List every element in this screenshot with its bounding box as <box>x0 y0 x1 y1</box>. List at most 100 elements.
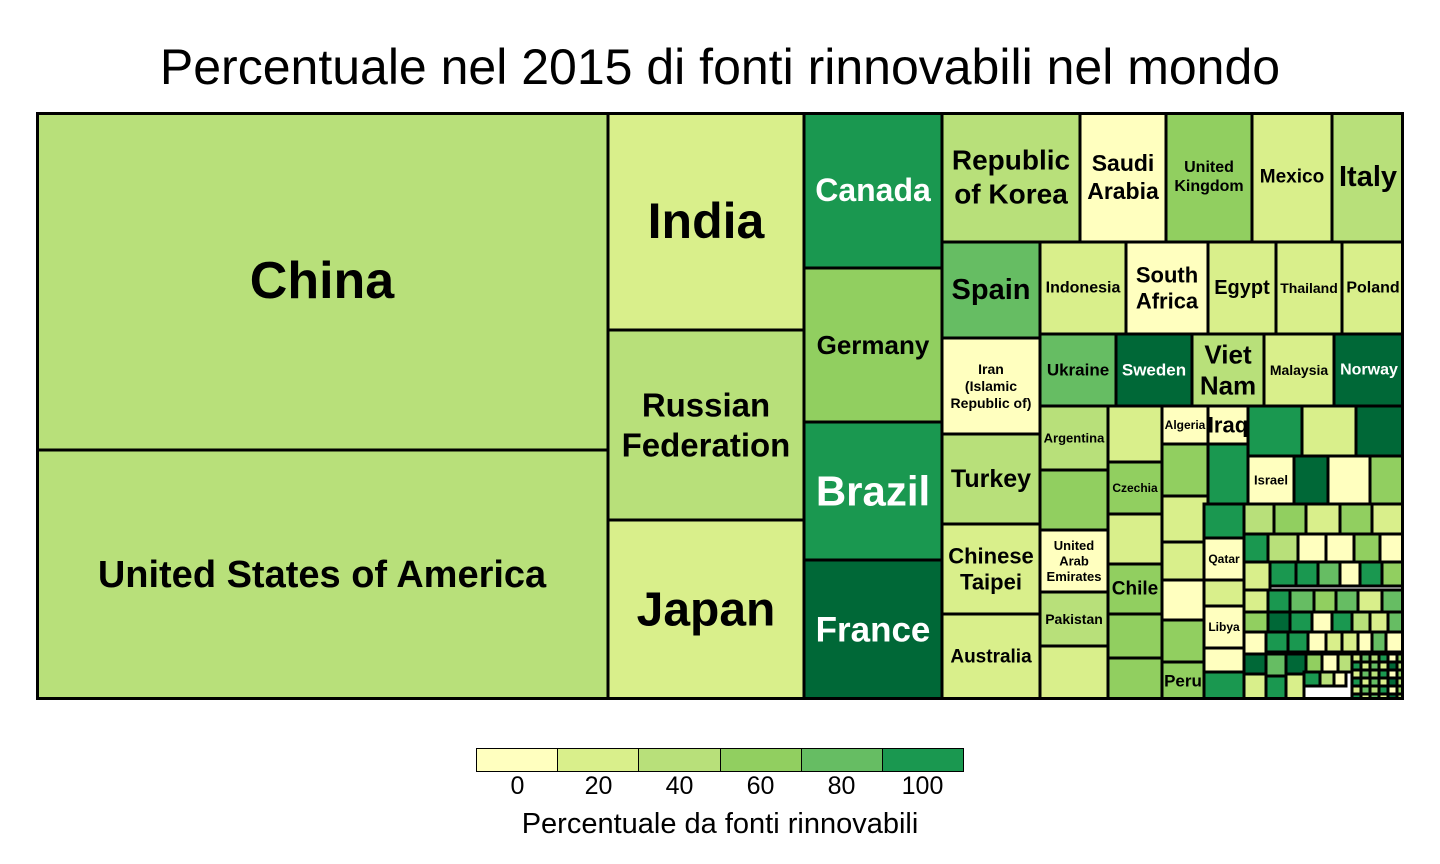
tile-label: Libya <box>1208 620 1240 634</box>
tile-small <box>1294 560 1320 588</box>
tile-small <box>1304 652 1324 674</box>
color-legend: 0 20 40 60 80 100 Percentuale da fonti rinnov… <box>476 748 964 848</box>
tile-small <box>1038 644 1110 700</box>
tile-small <box>1242 610 1270 634</box>
legend-tick-label: 100 <box>901 772 944 800</box>
tile-small <box>1202 670 1246 700</box>
tile-saudi-arabia <box>1078 112 1168 244</box>
tile-label: Egypt <box>1214 277 1270 299</box>
chart-title: Percentuale nel 2015 di fonti rinnovabil… <box>159 39 1281 95</box>
tile-small <box>1302 670 1322 688</box>
tile-small <box>1202 646 1246 674</box>
tile-label: Emirates <box>1047 569 1102 584</box>
legend-tick-label: 40 <box>665 772 694 800</box>
tile-label: Republic <box>952 145 1070 176</box>
tile-united-states-of-america <box>36 448 610 700</box>
tile-label: Kingdom <box>1174 178 1243 195</box>
tile-small <box>1340 630 1360 654</box>
tile-small <box>1266 532 1300 564</box>
tile-small <box>1300 404 1358 458</box>
tile-label: Chile <box>1112 579 1158 600</box>
tile-small <box>1320 652 1340 674</box>
tile-label: Russian <box>642 387 770 424</box>
tile-label: Canada <box>815 172 931 208</box>
tile-small <box>1242 502 1276 536</box>
tile-iraq <box>1206 404 1250 446</box>
tile-india <box>606 112 806 332</box>
tile-small <box>1246 404 1304 458</box>
tile-czechia <box>1106 460 1164 516</box>
tile-small <box>1264 630 1290 654</box>
tile-small <box>1284 672 1306 700</box>
tile-small <box>1106 404 1164 464</box>
tile-small <box>1038 468 1110 532</box>
tile-label: (Islamic <box>965 378 1017 394</box>
tile-small <box>1242 532 1270 564</box>
tile-label: Algeria <box>1165 418 1206 432</box>
tile-label: India <box>648 193 766 249</box>
tile-small <box>1338 560 1362 588</box>
tile-small <box>1354 404 1404 458</box>
tile-small <box>1202 578 1246 608</box>
tile-small <box>1292 454 1330 506</box>
tile-label: Poland <box>1346 280 1399 297</box>
tile-small <box>1272 502 1308 536</box>
tile-germany <box>802 266 944 424</box>
tile-label: Taipei <box>960 570 1022 595</box>
tile-viet-nam <box>1190 332 1266 408</box>
tile-small <box>1266 610 1292 634</box>
tile-libya <box>1202 604 1246 650</box>
tile-small <box>1202 502 1246 540</box>
tile-australia <box>940 612 1042 700</box>
tile-small <box>1288 588 1316 614</box>
tile-label: Italy <box>1339 161 1397 193</box>
tile-small <box>1160 494 1210 544</box>
tile-label: China <box>250 252 396 310</box>
tile-label: Thailand <box>1280 280 1338 296</box>
tile-label: United States of America <box>98 554 547 596</box>
tile-small <box>1318 670 1336 688</box>
tile-label: United <box>1054 538 1095 553</box>
tile-label: Turkey <box>951 465 1031 493</box>
legend-swatch <box>558 749 640 771</box>
tile-label: Argentina <box>1044 431 1105 446</box>
tile-label: Japan <box>637 584 776 637</box>
tile-qatar <box>1202 536 1246 582</box>
tile-poland <box>1340 240 1404 336</box>
tile-small <box>1356 588 1384 614</box>
tile-small <box>1160 442 1210 498</box>
tile-small <box>1268 560 1298 588</box>
tile-label: of Korea <box>954 178 1068 209</box>
tile-small <box>1206 442 1250 508</box>
tile-label: Iraq <box>1208 413 1248 438</box>
tile-chile <box>1106 562 1164 616</box>
tile-small <box>1266 588 1292 614</box>
tile-label: Nam <box>1200 371 1256 401</box>
tile-italy <box>1330 112 1404 244</box>
tile-label: Chinese <box>948 543 1034 568</box>
tile-algeria <box>1160 404 1210 446</box>
tile-argentina <box>1038 404 1110 472</box>
tile-norway <box>1332 332 1404 408</box>
legend-colorbar <box>476 748 964 772</box>
tile-small <box>1326 454 1372 506</box>
tile-label: Arab <box>1059 554 1089 569</box>
tile-small <box>1160 578 1206 622</box>
tile-label: Saudi <box>1092 150 1155 176</box>
tile-russian-federation <box>606 328 806 522</box>
tile-small <box>1370 502 1404 536</box>
tile-label: Israel <box>1254 473 1288 488</box>
treemap-frame <box>36 112 1404 700</box>
tile-label: Mexico <box>1260 167 1324 188</box>
tile-small <box>1358 560 1384 588</box>
tile-label: Brazil <box>816 468 930 515</box>
tile-turkey <box>940 432 1042 526</box>
tile-republic-of-korea <box>940 112 1082 244</box>
legend-swatch <box>477 749 559 771</box>
tile-small <box>1332 670 1348 688</box>
legend-swatch <box>639 749 721 771</box>
tile-small <box>1368 454 1404 506</box>
tile-south-africa <box>1124 240 1210 336</box>
tile-small <box>1160 618 1206 664</box>
tile-small <box>1368 610 1390 634</box>
